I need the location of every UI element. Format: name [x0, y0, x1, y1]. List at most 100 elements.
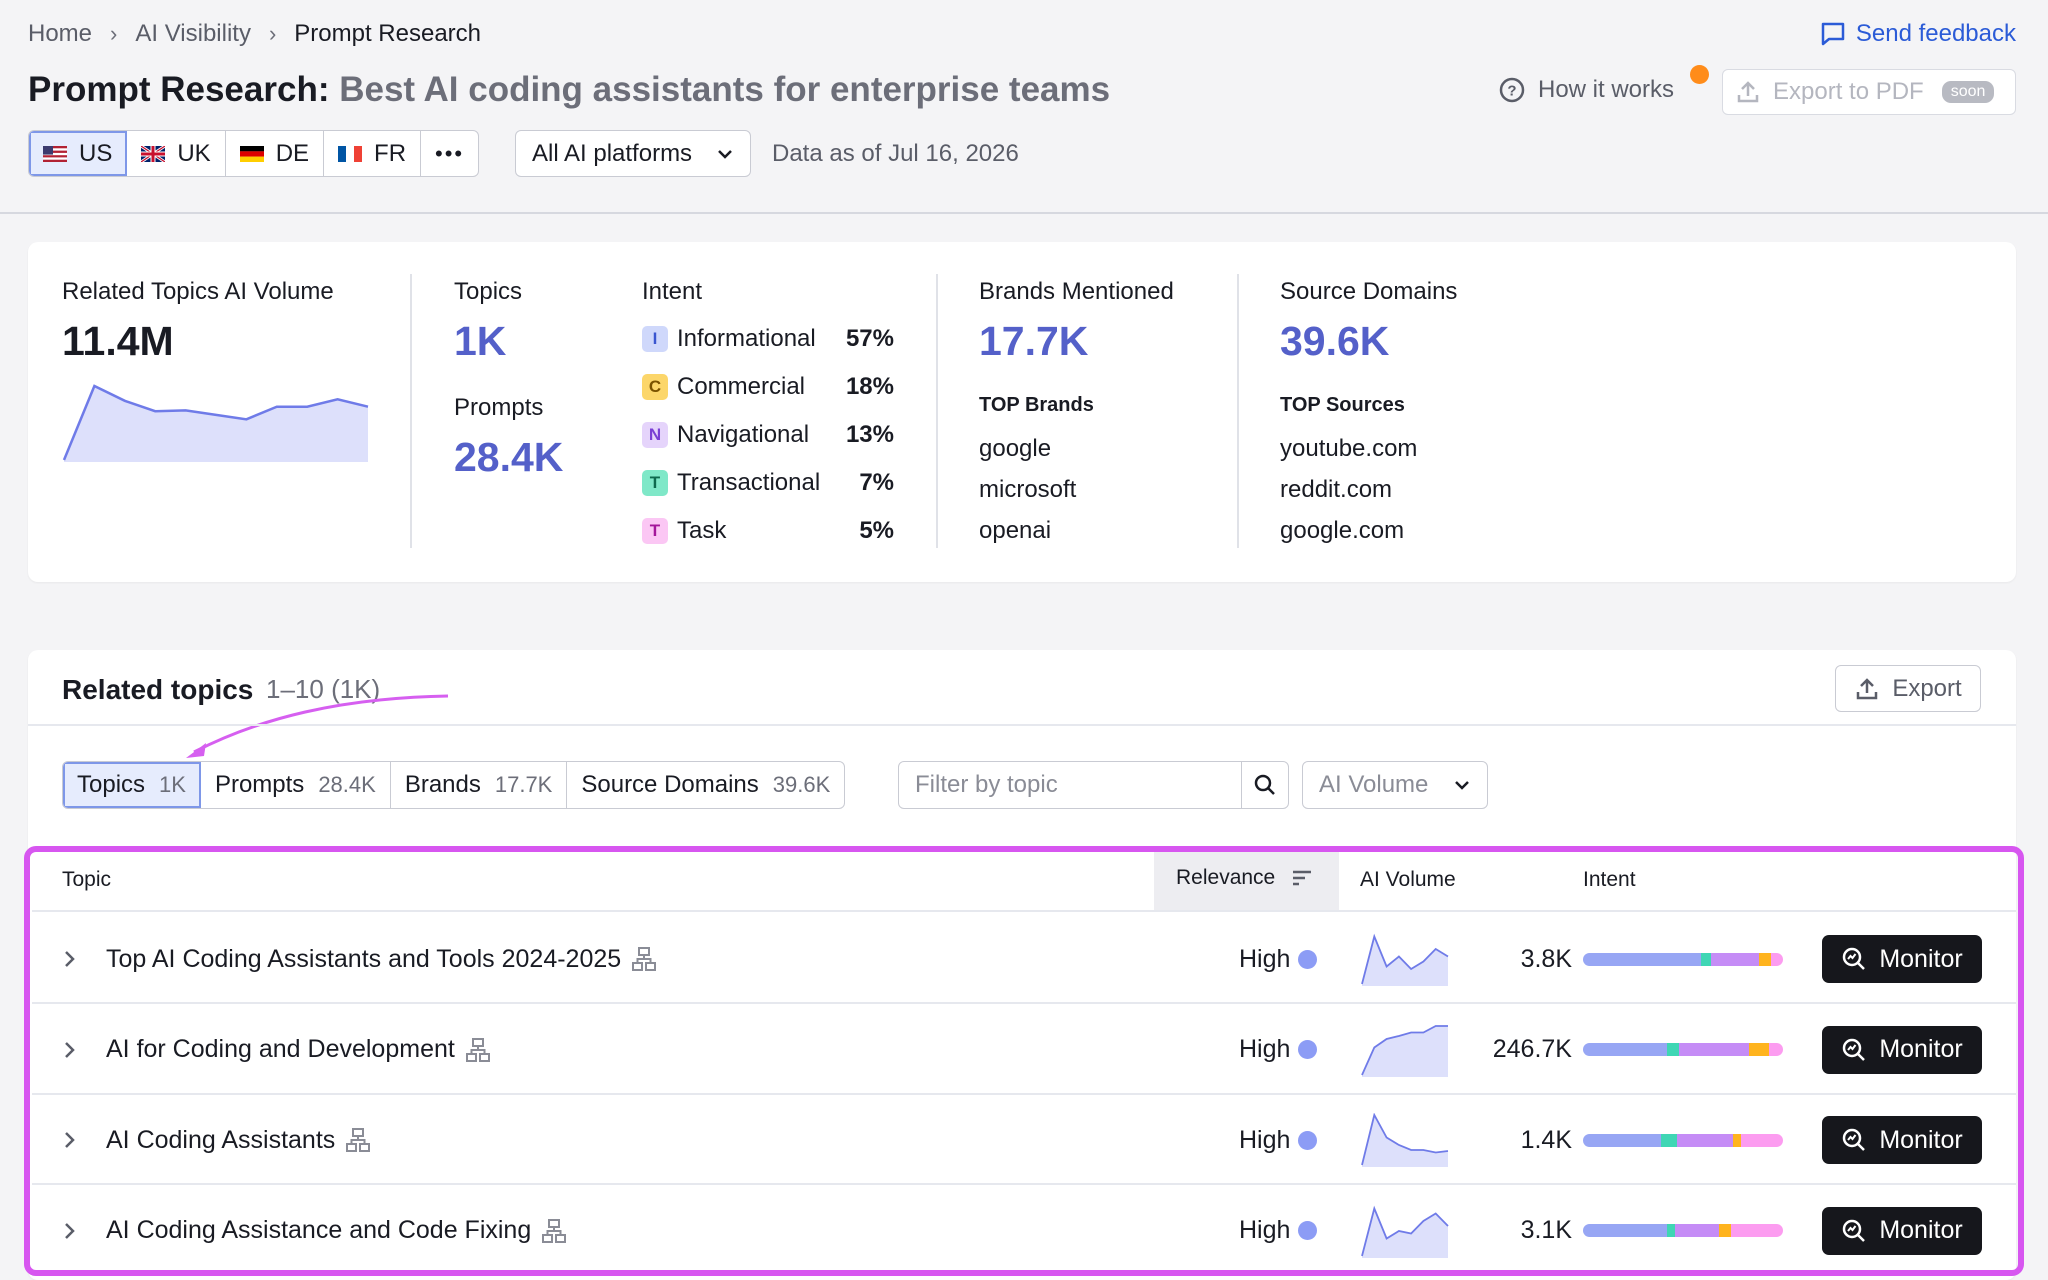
column-relevance-label: Relevance	[1176, 866, 1276, 889]
send-feedback-link[interactable]: Send feedback	[1820, 20, 2016, 48]
monitor-cell: Monitor	[1822, 1005, 1982, 1095]
chevron-right-icon: ›	[268, 21, 277, 46]
filter-input[interactable]	[899, 762, 1241, 808]
country-fr[interactable]: FR	[324, 131, 422, 176]
country-de-label: DE	[275, 139, 310, 167]
column-topic[interactable]: Topic	[62, 868, 112, 891]
volume-trend-cell	[1360, 1186, 1450, 1276]
topic-cluster-icon[interactable]	[345, 1127, 371, 1153]
topic-name[interactable]: Top AI Coding Assistants and Tools 2024-…	[106, 944, 622, 973]
breadcrumb-home[interactable]: Home	[28, 20, 93, 47]
column-ai-volume[interactable]: AI Volume	[1360, 868, 1456, 891]
intent-segment	[1731, 1224, 1783, 1238]
relevance-value: High	[1239, 1216, 1291, 1245]
topic-cell: Top AI Coding Assistants and Tools 2024-…	[106, 914, 657, 1004]
topic-cluster-icon[interactable]	[631, 946, 657, 972]
monitor-button[interactable]: Monitor	[1822, 935, 1982, 983]
how-it-works-button[interactable]: ? How it works	[1498, 76, 1674, 104]
chevron-right-icon	[65, 1222, 75, 1239]
tab-prompts[interactable]: Prompts 28.4K	[201, 762, 391, 808]
relevance-cell: High	[1239, 1095, 1318, 1185]
volume-trend-chart	[62, 384, 369, 462]
chevron-right-icon	[65, 951, 75, 967]
tab-source-domains[interactable]: Source Domains 39.6K	[567, 762, 844, 808]
column-intent[interactable]: Intent	[1583, 868, 1636, 891]
intent-segment	[1741, 1133, 1783, 1147]
sparkline-area	[1362, 1208, 1448, 1258]
intent-segment	[1583, 952, 1701, 966]
top-brand-item: microsoft	[979, 476, 1077, 503]
table-row[interactable]: AI Coding Assistants High 1.4K Monitor	[32, 1095, 2016, 1186]
topic-name[interactable]: AI for Coding and Development	[106, 1035, 455, 1064]
export-button[interactable]: Export	[1835, 665, 1981, 712]
volume-trend-sparkline	[1361, 933, 1449, 986]
relevance-dot	[1298, 1130, 1318, 1150]
expand-row-button[interactable]	[62, 1005, 78, 1095]
topics-label: Topics	[454, 278, 523, 305]
intent-percent: 7%	[859, 469, 894, 496]
chevron-down-icon	[718, 149, 732, 159]
topic-cluster-icon[interactable]	[541, 1218, 567, 1244]
intent-badge: N	[642, 422, 668, 448]
tab-count: 39.6K	[772, 772, 831, 797]
country-us[interactable]: US	[29, 131, 128, 176]
how-it-works-label: How it works	[1538, 76, 1675, 103]
column-relevance[interactable]: Relevance	[1176, 866, 1313, 890]
intent-name: Navigational	[677, 421, 810, 448]
volume-trend-cell	[1360, 1095, 1450, 1185]
summary-divider	[1237, 274, 1239, 548]
search-button[interactable]	[1241, 762, 1288, 808]
topic-name[interactable]: AI Coding Assistance and Code Fixing	[106, 1216, 532, 1245]
table-row[interactable]: Top AI Coding Assistants and Tools 2024-…	[32, 914, 2016, 1004]
relevance-cell: High	[1239, 1186, 1318, 1276]
monitor-button[interactable]: Monitor	[1822, 1206, 1982, 1255]
top-source-item: youtube.com	[1280, 435, 1418, 462]
send-feedback-label: Send feedback	[1855, 20, 2016, 47]
sparkline-line	[1361, 1113, 1449, 1166]
upload-icon	[1737, 81, 1759, 103]
tab-topics[interactable]: Topics 1K	[63, 762, 201, 808]
data-date: Data as of Jul 16, 2026	[772, 140, 1019, 167]
export-pdf-button[interactable]: Export to PDF soon	[1722, 69, 2016, 115]
expand-row-button[interactable]	[62, 1095, 78, 1185]
expand-row-button[interactable]	[62, 914, 78, 1004]
tab-count: 28.4K	[318, 772, 376, 797]
volume-sort-select[interactable]: AI Volume	[1302, 761, 1488, 809]
uk-flag-icon	[141, 145, 166, 162]
export-label: Export	[1892, 674, 1962, 702]
country-us-label: US	[79, 139, 113, 167]
sparkline-line	[62, 384, 369, 461]
volume-trend-sparkline	[1361, 1113, 1449, 1168]
intent-badge: T	[642, 518, 668, 544]
table-row[interactable]: AI Coding Assistance and Code Fixing Hig…	[32, 1186, 2016, 1276]
relevance-value: High	[1239, 944, 1291, 973]
country-uk-label: UK	[177, 139, 211, 167]
intent-segment	[1583, 1133, 1661, 1147]
monitor-search-icon	[1843, 1219, 1866, 1242]
intent-segment	[1733, 1133, 1741, 1147]
platform-select[interactable]: All AI platforms	[515, 130, 751, 177]
intent-item: T Transactional 7%	[642, 459, 894, 507]
more-countries-button[interactable]: •••	[421, 131, 478, 176]
monitor-button[interactable]: Monitor	[1822, 1116, 1982, 1165]
tab-brands[interactable]: Brands 17.7K	[391, 762, 568, 808]
sort-icon	[1293, 870, 1312, 886]
intent-segment	[1675, 1224, 1719, 1238]
intent-segment	[1667, 1043, 1679, 1057]
country-de[interactable]: DE	[226, 131, 325, 176]
topic-cluster-icon[interactable]	[465, 1037, 491, 1063]
table-row[interactable]: AI for Coding and Development High 246.7…	[32, 1005, 2016, 1095]
top-brands-label: TOP Brands	[979, 394, 1094, 416]
related-topics-title: Related topics	[62, 674, 254, 705]
country-uk[interactable]: UK	[127, 131, 226, 176]
intent-list: I Informational 57% C Commercial 18% N Navigati…	[642, 315, 894, 555]
volume-label: Related Topics AI Volume	[62, 278, 334, 305]
breadcrumb-ai-visibility[interactable]: AI Visibility	[135, 20, 251, 47]
intent-segment	[1749, 1043, 1769, 1057]
expand-row-button[interactable]	[62, 1186, 78, 1276]
page-title-query: Best AI coding assistants for enterprise…	[339, 70, 1111, 109]
monitor-button[interactable]: Monitor	[1822, 1025, 1982, 1074]
topic-name[interactable]: AI Coding Assistants	[106, 1125, 336, 1154]
us-flag-icon	[43, 145, 67, 162]
chevron-right-icon	[65, 1041, 75, 1058]
